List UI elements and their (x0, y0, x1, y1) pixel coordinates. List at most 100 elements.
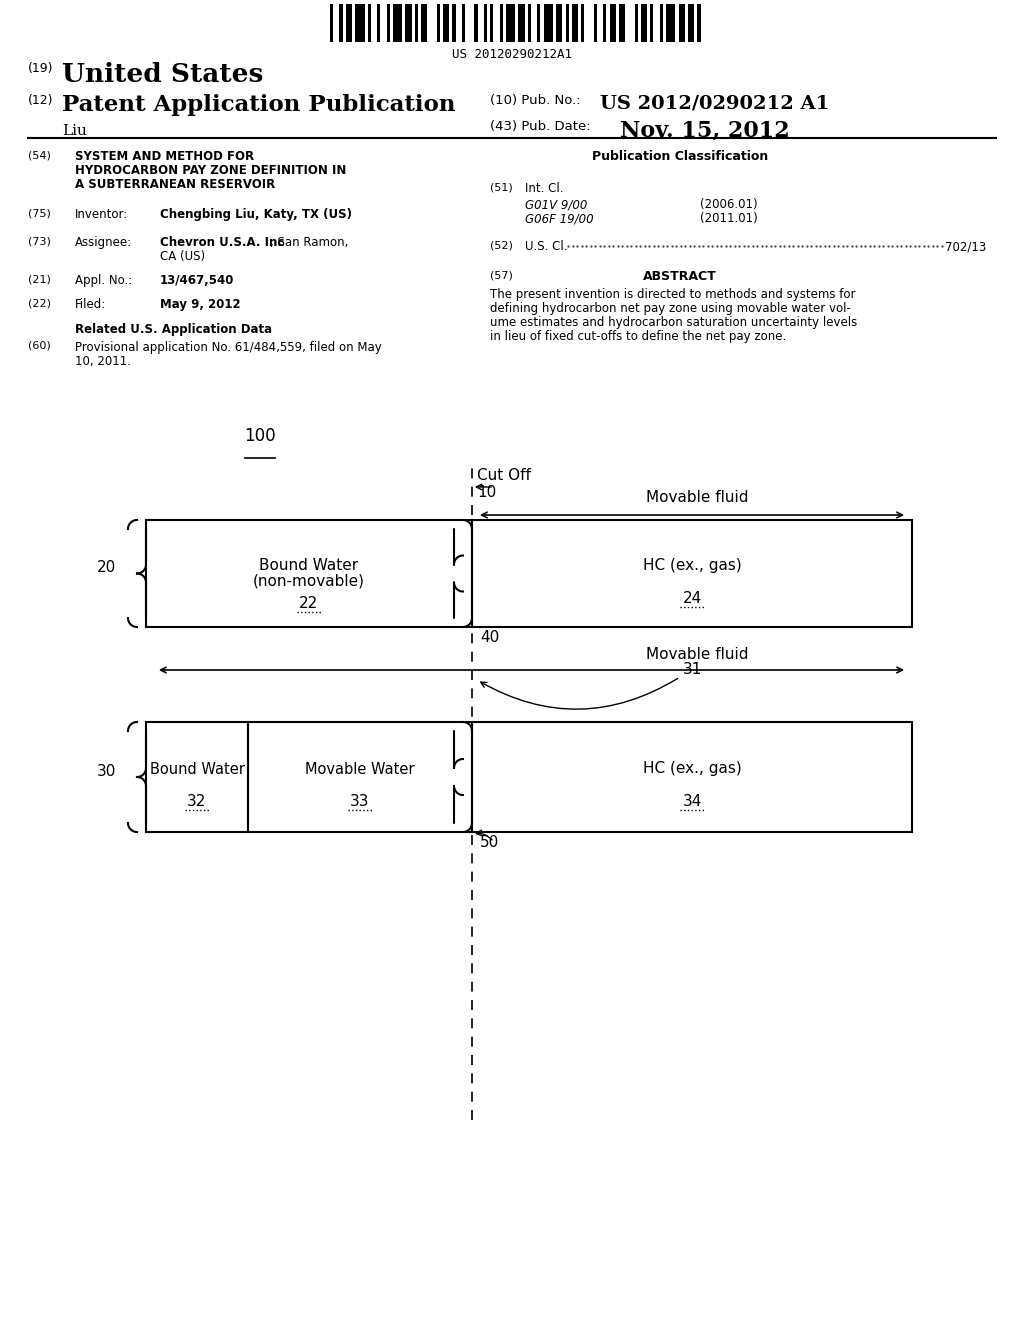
Text: (22): (22) (28, 298, 51, 308)
Bar (248, 722, 472, 832)
Bar (650, 4, 653, 42)
Text: (51): (51) (490, 182, 513, 191)
Bar (506, 4, 515, 42)
Text: 100: 100 (244, 426, 275, 445)
Text: Movable fluid: Movable fluid (646, 647, 749, 663)
Bar (490, 4, 494, 42)
Bar (421, 4, 427, 42)
Bar (544, 4, 553, 42)
Bar (527, 4, 531, 42)
Bar (484, 4, 487, 42)
Bar (556, 4, 562, 42)
Text: Movable Water: Movable Water (305, 762, 415, 776)
Text: US 20120290212A1: US 20120290212A1 (452, 48, 572, 61)
Text: Chengbing Liu, Katy, TX (US): Chengbing Liu, Katy, TX (US) (160, 209, 352, 220)
Text: CA (US): CA (US) (160, 249, 205, 263)
Bar (565, 4, 568, 42)
Text: G01V 9/00: G01V 9/00 (525, 198, 588, 211)
Bar (500, 4, 503, 42)
Bar (659, 4, 663, 42)
Text: (2011.01): (2011.01) (700, 213, 758, 224)
Text: 31: 31 (682, 663, 701, 677)
Text: ABSTRACT: ABSTRACT (643, 271, 717, 282)
Text: Nov. 15, 2012: Nov. 15, 2012 (620, 120, 790, 143)
Bar (346, 4, 352, 42)
Text: 10, 2011.: 10, 2011. (75, 355, 131, 368)
Bar (368, 4, 371, 42)
Bar (518, 4, 524, 42)
Bar (609, 4, 615, 42)
Text: ume estimates and hydrocarbon saturation uncertainty levels: ume estimates and hydrocarbon saturation… (490, 315, 857, 329)
Bar (472, 520, 912, 627)
Text: 24: 24 (682, 591, 701, 606)
Text: United States: United States (62, 62, 263, 87)
Text: Assignee:: Assignee: (75, 236, 132, 249)
Text: 702/13: 702/13 (945, 240, 986, 253)
Text: HC (ex., gas): HC (ex., gas) (643, 762, 741, 776)
Bar (594, 4, 597, 42)
Bar (688, 4, 694, 42)
Text: (57): (57) (490, 271, 513, 280)
Text: May 9, 2012: May 9, 2012 (160, 298, 241, 312)
Text: (60): (60) (28, 341, 51, 351)
Text: G06F 19/00: G06F 19/00 (525, 213, 594, 224)
Text: US 2012/0290212 A1: US 2012/0290212 A1 (600, 94, 829, 112)
Bar (666, 4, 676, 42)
Bar (355, 4, 365, 42)
Bar (339, 4, 343, 42)
Bar (538, 4, 541, 42)
Text: SYSTEM AND METHOD FOR: SYSTEM AND METHOD FOR (75, 150, 254, 162)
Text: Bound Water: Bound Water (259, 558, 358, 573)
Bar (462, 4, 465, 42)
Text: 13/467,540: 13/467,540 (160, 275, 234, 286)
Bar (393, 4, 402, 42)
Text: (12): (12) (28, 94, 53, 107)
Bar (377, 4, 380, 42)
Text: Liu: Liu (62, 124, 87, 139)
Text: (43) Pub. Date:: (43) Pub. Date: (490, 120, 591, 133)
Bar (603, 4, 606, 42)
Bar (582, 4, 585, 42)
Text: 22: 22 (299, 597, 318, 611)
Bar (618, 4, 626, 42)
Text: Inventor:: Inventor: (75, 209, 128, 220)
Text: Movable fluid: Movable fluid (646, 490, 749, 506)
Text: in lieu of fixed cut-offs to define the net pay zone.: in lieu of fixed cut-offs to define the … (490, 330, 786, 343)
Bar (635, 4, 638, 42)
Text: 20: 20 (96, 560, 116, 576)
Bar (415, 4, 418, 42)
Bar (474, 4, 477, 42)
Text: HYDROCARBON PAY ZONE DEFINITION IN: HYDROCARBON PAY ZONE DEFINITION IN (75, 164, 346, 177)
Text: (75): (75) (28, 209, 51, 218)
Text: The present invention is directed to methods and systems for: The present invention is directed to met… (490, 288, 855, 301)
Text: 34: 34 (682, 795, 701, 809)
Text: 40: 40 (480, 630, 500, 645)
Text: , San Ramon,: , San Ramon, (270, 236, 348, 249)
Text: (54): (54) (28, 150, 51, 160)
Text: Related U.S. Application Data: Related U.S. Application Data (75, 323, 272, 337)
Text: (52): (52) (490, 240, 513, 249)
Text: 10: 10 (477, 484, 497, 500)
Text: Patent Application Publication: Patent Application Publication (62, 94, 456, 116)
Bar (571, 4, 579, 42)
Bar (453, 4, 456, 42)
Text: (73): (73) (28, 236, 51, 246)
Text: HC (ex., gas): HC (ex., gas) (643, 558, 741, 573)
Text: Publication Classification: Publication Classification (592, 150, 768, 162)
Bar (437, 4, 440, 42)
Bar (386, 4, 390, 42)
Text: Bound Water: Bound Water (150, 762, 245, 776)
Text: (21): (21) (28, 275, 51, 284)
Text: (2006.01): (2006.01) (700, 198, 758, 211)
Bar (697, 4, 700, 42)
Text: 32: 32 (187, 795, 207, 809)
Bar (146, 722, 248, 832)
Text: 33: 33 (350, 795, 370, 809)
Bar (641, 4, 647, 42)
Text: 50: 50 (480, 836, 500, 850)
Text: A SUBTERRANEAN RESERVOIR: A SUBTERRANEAN RESERVOIR (75, 178, 275, 191)
Bar (146, 520, 472, 627)
Text: (19): (19) (28, 62, 53, 75)
Text: Chevron U.S.A. Inc: Chevron U.S.A. Inc (160, 236, 285, 249)
Text: Int. Cl.: Int. Cl. (525, 182, 563, 195)
